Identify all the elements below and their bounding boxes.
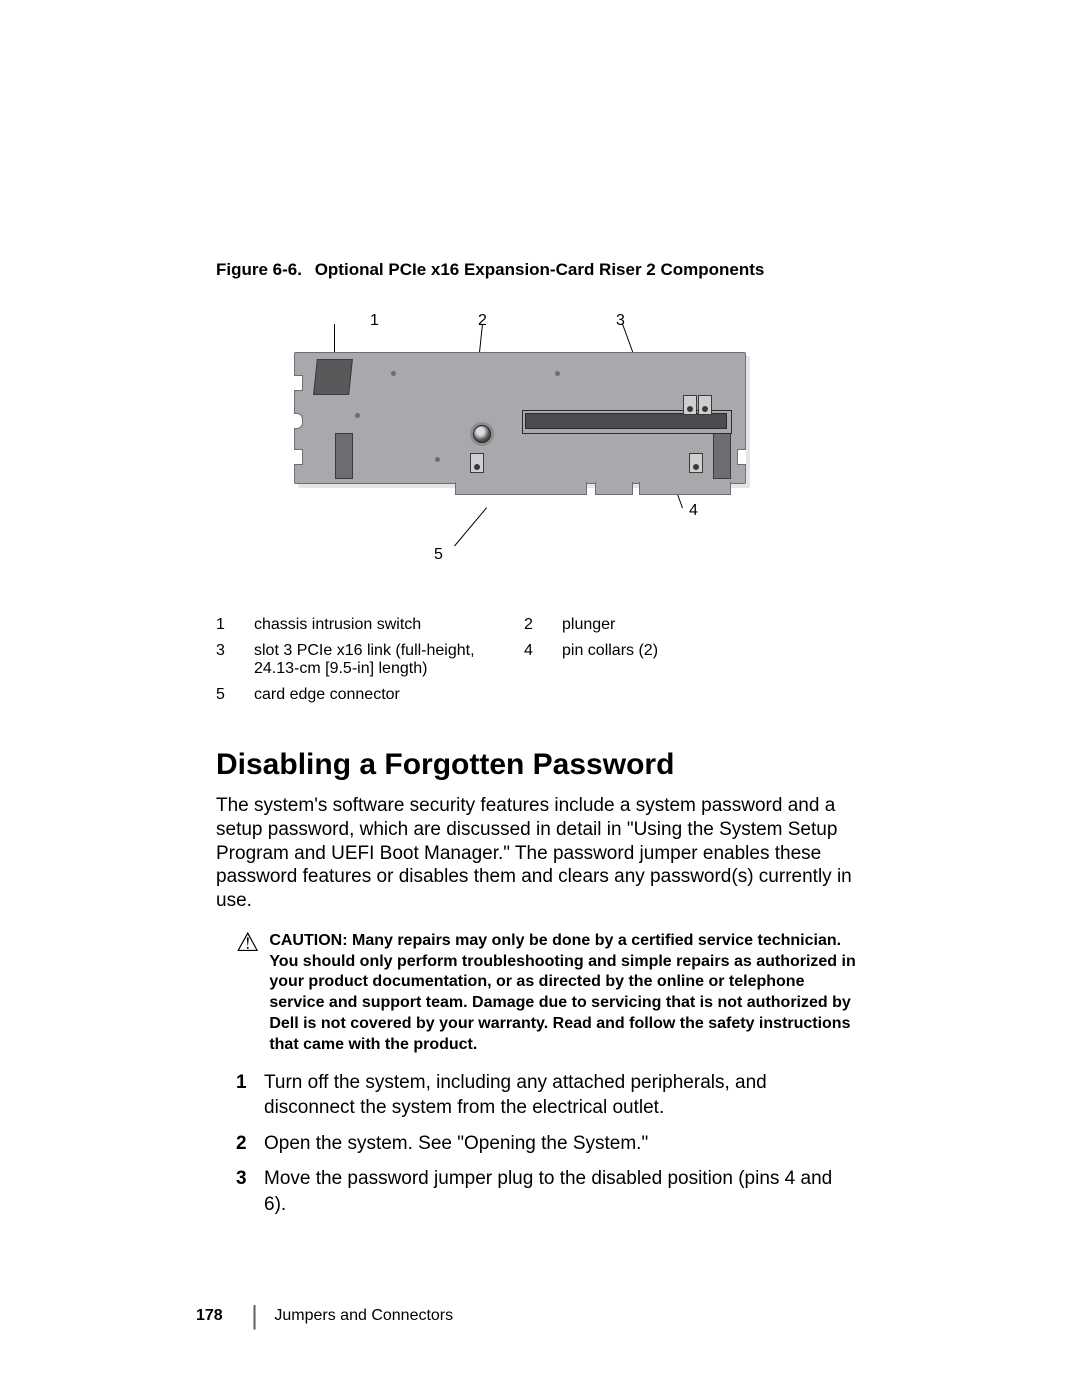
edge-connector-tab [595,482,633,495]
step-item: 3 Move the password jumper plug to the d… [236,1166,856,1217]
connector [713,433,731,479]
legend-desc: pin collars (2) [562,638,668,682]
chapter-title: Jumpers and Connectors [274,1307,453,1324]
legend-num: 1 [216,612,254,638]
legend-desc [562,682,668,708]
leader-5 [454,507,487,546]
legend-desc: slot 3 PCIe x16 link (full-height, 24.13… [254,638,524,682]
riser-board [294,352,746,484]
legend-num: 4 [524,638,562,682]
legend-desc: plunger [562,612,668,638]
pcie-slot [525,413,727,429]
mounting-hole [391,371,396,376]
board-notch [294,413,303,429]
legend-num: 5 [216,682,254,708]
pin-collar [698,395,712,415]
step-number: 3 [236,1166,264,1217]
edge-connector-tab [455,482,587,495]
step-text: Move the password jumper plug to the dis… [264,1166,856,1217]
pin-collar [689,453,703,473]
legend-desc: chassis intrusion switch [254,612,524,638]
page-number: 178 [196,1307,223,1324]
callout-4: 4 [689,502,698,520]
legend-num: 3 [216,638,254,682]
intrusion-switch [313,359,353,395]
legend-row: 1 chassis intrusion switch 2 plunger [216,612,668,638]
step-item: 1 Turn off the system, including any att… [236,1070,856,1121]
board-notch [737,449,746,465]
caution-text: CAUTION: Many repairs may only be done b… [269,931,856,1056]
legend-num [524,682,562,708]
step-item: 2 Open the system. See "Opening the Syst… [236,1131,856,1157]
mounting-hole [555,371,560,376]
callout-5: 5 [434,546,443,564]
caution-icon: ⚠ [236,929,259,955]
section-body: The system's software security features … [216,794,866,913]
step-text: Open the system. See "Opening the System… [264,1131,648,1157]
board-notch [294,449,303,465]
legend-desc: card edge connector [254,682,524,708]
step-number: 1 [236,1070,264,1121]
figure-legend: 1 chassis intrusion switch 2 plunger 3 s… [216,612,668,708]
pin-collar [470,453,484,473]
footer-sep: | [251,1300,270,1330]
figure-label: Figure 6-6. [216,260,302,279]
caution-label: CAUTION: [269,932,347,949]
edge-connector-tab [639,482,731,495]
figure-title: Figure 6-6. Optional PCIe x16 Expansion-… [216,260,980,280]
legend-row: 3 slot 3 PCIe x16 link (full-height, 24.… [216,638,668,682]
board-notch [294,375,303,391]
step-number: 2 [236,1131,264,1157]
plunger [473,425,491,443]
document-page: Figure 6-6. Optional PCIe x16 Expansion-… [0,0,1080,1397]
legend-num: 2 [524,612,562,638]
caution-block: ⚠ CAUTION: Many repairs may only be done… [236,931,856,1056]
section-heading: Disabling a Forgotten Password [216,748,980,782]
figure-caption: Optional PCIe x16 Expansion-Card Riser 2… [315,260,765,279]
mounting-hole [435,457,440,462]
page-footer: 178 | Jumpers and Connectors [196,1304,453,1327]
step-text: Turn off the system, including any attac… [264,1070,856,1121]
pin-collar [683,395,697,415]
legend-row: 5 card edge connector [216,682,668,708]
callout-1: 1 [370,312,379,330]
caution-body: Many repairs may only be done by a certi… [269,932,855,1053]
steps-list: 1 Turn off the system, including any att… [236,1070,856,1218]
riser-diagram: 1 2 3 4 5 [264,304,784,564]
connector [335,433,353,479]
mounting-hole [355,413,360,418]
